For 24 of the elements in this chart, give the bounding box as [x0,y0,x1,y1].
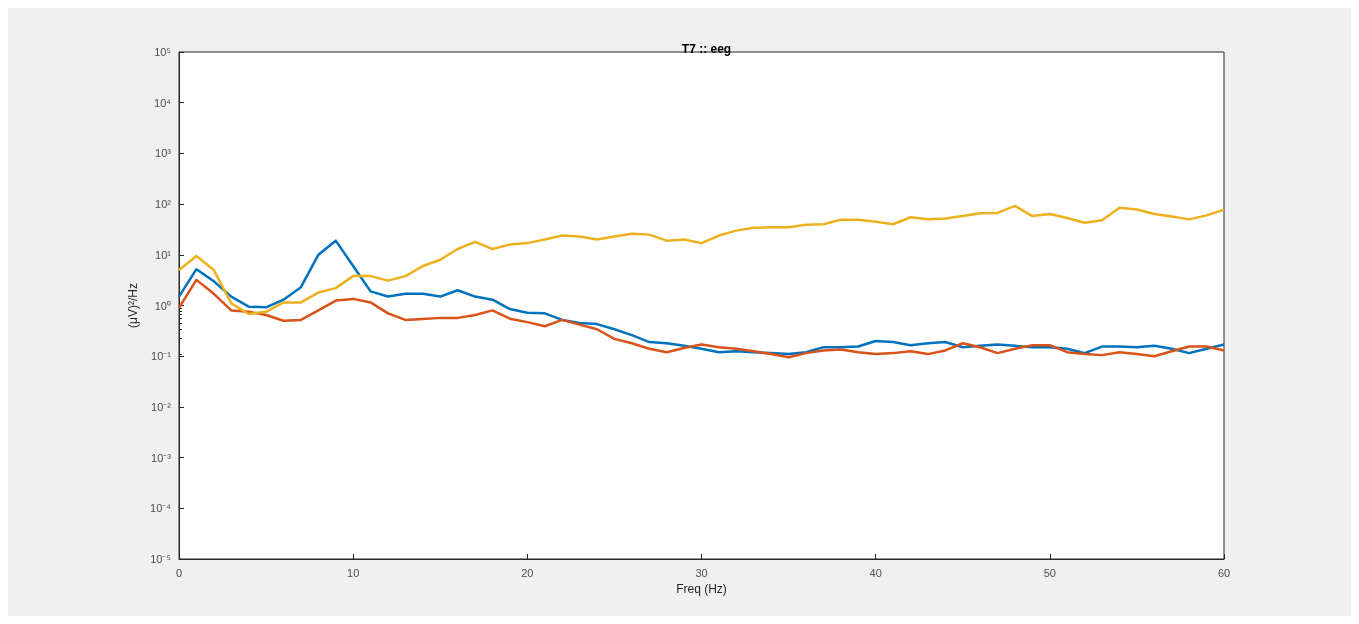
x-tick-label: 10 [347,566,360,579]
x-tick-label: 30 [695,566,708,579]
x-tick-label: 50 [1043,566,1056,579]
y-tick-label: 10⁻¹ [151,350,172,363]
line-series [177,204,1226,316]
x-tick-label: 60 [1217,566,1231,579]
y-axis-title: (μV)²/Hz [126,283,141,328]
y-tick-label: 10³ [155,147,172,160]
x-tick-label: 20 [521,566,534,579]
y-tick-label: 10⁻² [151,400,172,413]
y-tick-label: 10⁻⁴ [150,502,172,515]
x-tick-label: 0 [175,566,183,579]
y-tick-label: 10⁵ [154,46,171,58]
y-tick-label: 10² [155,198,172,211]
y-tick-label: 10⁴ [154,96,172,109]
y-tick-label: 10⁰ [154,299,171,312]
line-series [177,278,1226,359]
line-series [177,239,1226,356]
y-tick-label: 10¹ [155,248,172,261]
y-tick-label: 10⁻⁵ [150,553,171,565]
chart-title: T7 :: eeg [681,42,732,56]
y-tick-label: 10⁻³ [151,451,172,464]
x-axis-title: Freq (Hz) [676,581,727,596]
x-tick-label: 40 [869,566,882,579]
